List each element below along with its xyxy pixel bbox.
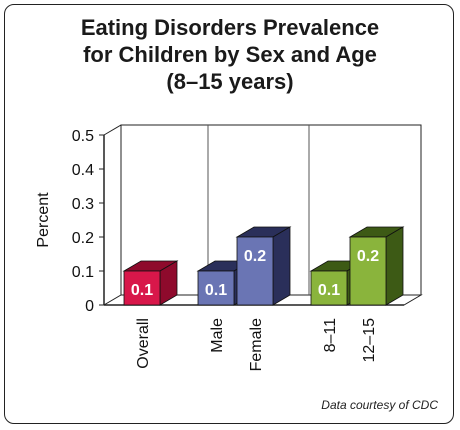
x-tick-label: 12–15 [361,318,378,363]
bar [310,270,348,306]
chart-title-line-3: (8–15 years) [166,69,294,94]
x-tick-label: Overall [135,318,152,369]
y-tick-label: 0.5 [72,128,94,145]
y-tick-label: 0.2 [72,230,94,247]
y-axis-label: Percent [35,192,52,248]
y-tick-label: 0.4 [72,162,94,179]
bar-value-label: 0.2 [357,248,379,265]
y-tick-label: 0.1 [72,264,94,281]
bar-side-face [385,226,404,306]
x-tick-label: Male [209,318,226,353]
bar-side-face [272,226,291,306]
chart-title-line-2: for Children by Sex and Age [83,42,377,67]
chart-title: Eating Disorders Prevalence for Children… [0,14,460,95]
credit-note: Data courtesy of CDC [321,398,438,412]
y-tick-label: 0.3 [72,196,94,213]
x-tick-label: Female [248,318,265,371]
bar-value-label: 0.1 [131,282,153,299]
chart-title-line-1: Eating Disorders Prevalence [80,15,380,40]
bar [236,236,274,306]
bar [197,270,235,306]
bar [349,236,387,306]
bar-value-label: 0.1 [318,282,340,299]
side-wall-top-edge [103,124,122,136]
bar [123,270,161,306]
bar-value-label: 0.1 [205,282,227,299]
bar-value-label: 0.2 [244,248,266,265]
y-tick-label: 0 [85,298,94,315]
x-tick-label: 8–11 [322,318,339,353]
